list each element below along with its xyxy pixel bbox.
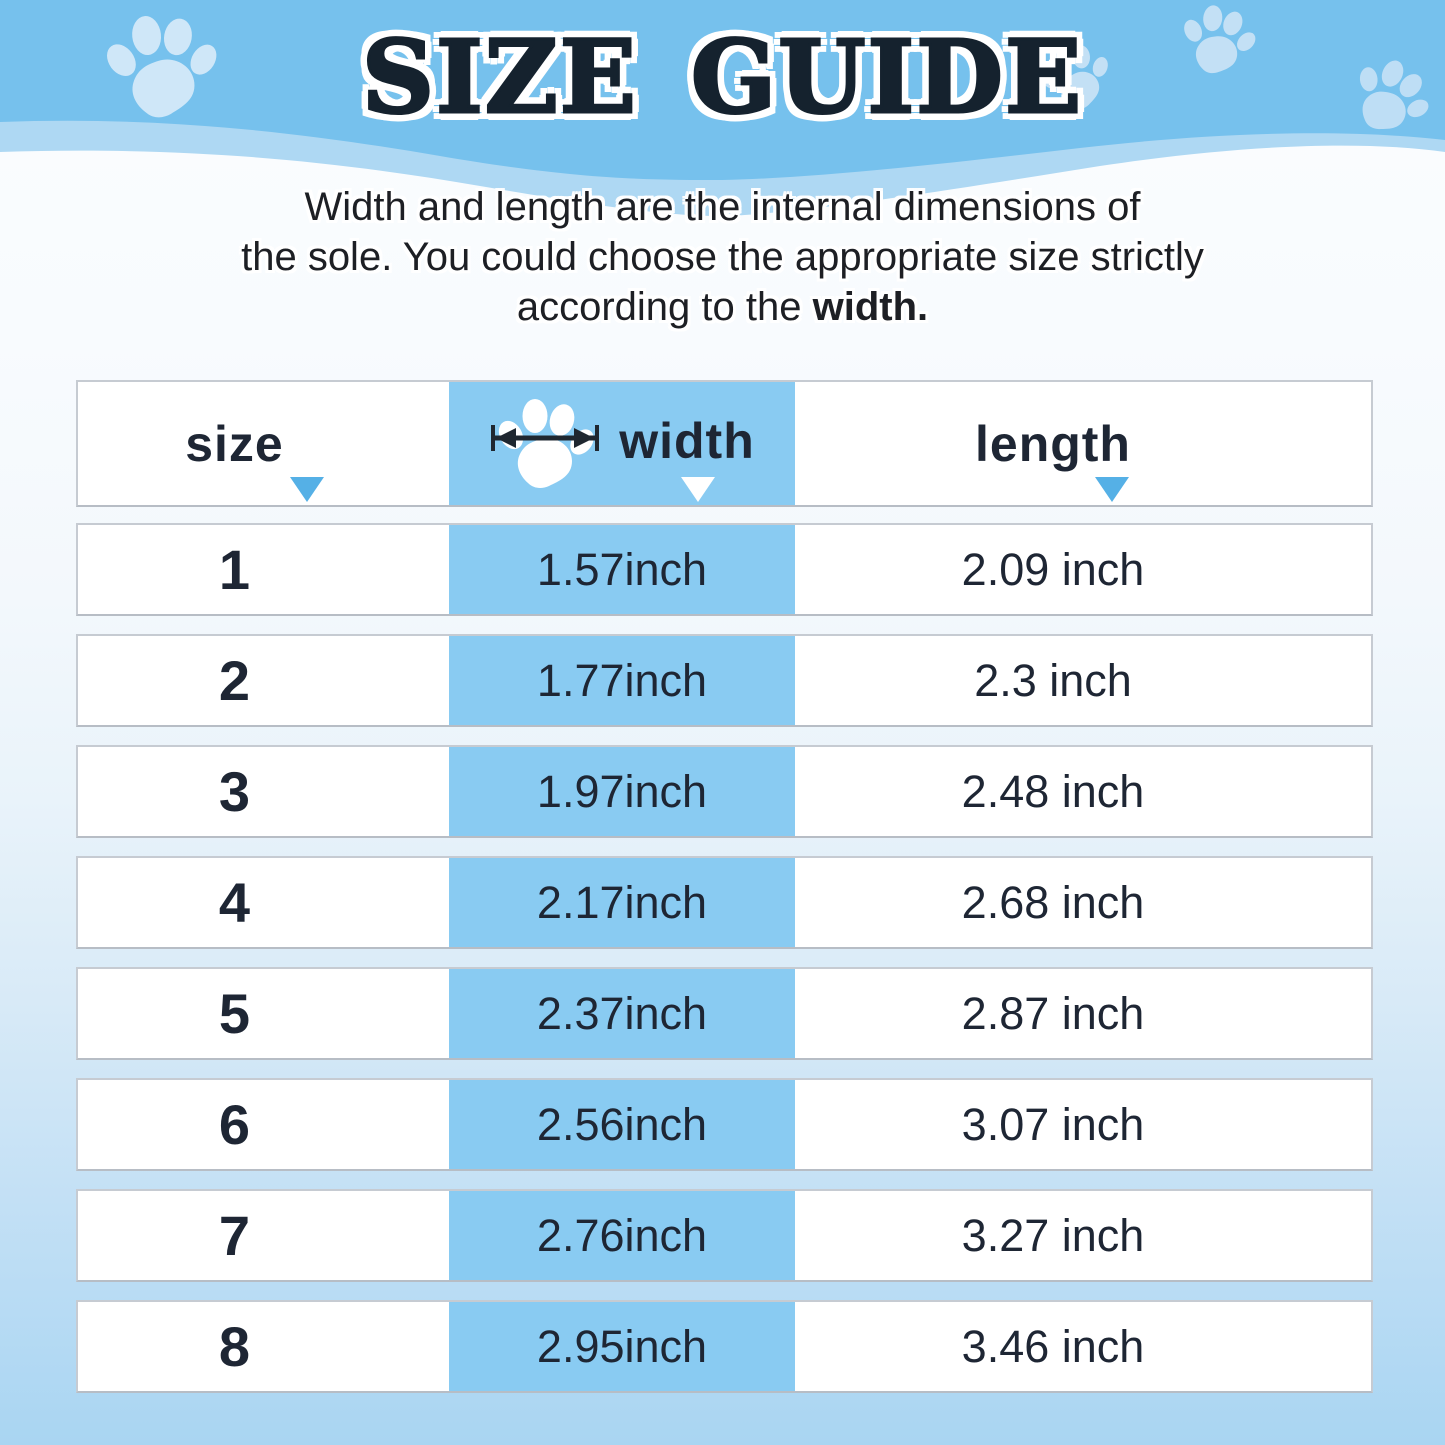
size-cell: 3	[218, 760, 251, 823]
header-size: size	[78, 382, 449, 505]
description-line-3: according to the	[516, 285, 813, 329]
size-table: size width length 1 1	[76, 380, 1373, 1393]
length-cell: 3.46 inch	[961, 1320, 1145, 1372]
width-cell: 1.57inch	[449, 525, 795, 614]
width-cell: 1.97inch	[449, 747, 795, 836]
description-width-emphasis: width	[812, 285, 918, 329]
length-cell: 2.09 inch	[961, 543, 1145, 595]
page-title: SIZE GUIDE	[360, 17, 1084, 138]
size-cell: 4	[218, 871, 251, 934]
table-row: 8 2.95inch 3.46 inch	[76, 1300, 1373, 1393]
width-cell: 2.56inch	[449, 1080, 795, 1169]
width-cell: 2.17inch	[449, 858, 795, 947]
header-width-label: width	[619, 412, 755, 469]
length-cell: 3.27 inch	[961, 1209, 1145, 1261]
length-cell: 2.68 inch	[961, 876, 1145, 928]
length-cell: 2.3 inch	[974, 654, 1132, 706]
length-cell: 2.48 inch	[961, 765, 1145, 817]
size-cell: 5	[218, 982, 251, 1045]
header-length: length	[795, 382, 1371, 505]
width-cell: 1.77inch	[449, 636, 795, 725]
table-header-row: size width length	[76, 380, 1373, 507]
size-cell: 1	[218, 538, 251, 601]
length-cell: 3.07 inch	[961, 1098, 1145, 1150]
length-cell: 2.87 inch	[961, 987, 1145, 1039]
down-triangle-icon	[681, 477, 715, 502]
size-cell: 8	[218, 1315, 251, 1378]
description: Width and length are the internal dimens…	[0, 182, 1445, 332]
description-line-2: the sole. You could choose the appropria…	[241, 235, 1204, 279]
width-cell: 2.37inch	[449, 969, 795, 1058]
table-row: 1 1.57inch 2.09 inch	[76, 523, 1373, 616]
size-cell: 2	[218, 649, 251, 712]
header-length-label: length	[975, 415, 1131, 472]
description-period: .	[917, 285, 929, 329]
down-triangle-icon	[290, 477, 324, 502]
description-line-1: Width and length are the internal dimens…	[304, 185, 1141, 229]
header-size-label: size	[185, 415, 284, 472]
table-row: 6 2.56inch 3.07 inch	[76, 1078, 1373, 1171]
size-cell: 6	[218, 1093, 251, 1156]
width-cell: 2.95inch	[449, 1302, 795, 1391]
paw-width-double-arrow-icon	[491, 398, 600, 488]
size-cell: 7	[218, 1204, 251, 1267]
header-width: width	[449, 382, 795, 505]
table-row: 3 1.97inch 2.48 inch	[76, 745, 1373, 838]
table-row: 4 2.17inch 2.68 inch	[76, 856, 1373, 949]
table-row: 5 2.37inch 2.87 inch	[76, 967, 1373, 1060]
table-row: 2 1.77inch 2.3 inch	[76, 634, 1373, 727]
width-cell: 2.76inch	[449, 1191, 795, 1280]
table-row: 7 2.76inch 3.27 inch	[76, 1189, 1373, 1282]
down-triangle-icon	[1095, 477, 1129, 502]
